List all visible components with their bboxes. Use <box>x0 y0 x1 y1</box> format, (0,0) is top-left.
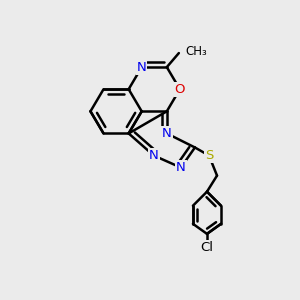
Text: Cl: Cl <box>200 242 214 254</box>
Text: N: N <box>176 161 186 174</box>
Text: CH₃: CH₃ <box>185 45 207 58</box>
Text: N: N <box>149 149 159 162</box>
Text: S: S <box>205 149 213 162</box>
Text: O: O <box>175 83 185 96</box>
Text: N: N <box>137 61 147 74</box>
Text: N: N <box>162 127 172 140</box>
